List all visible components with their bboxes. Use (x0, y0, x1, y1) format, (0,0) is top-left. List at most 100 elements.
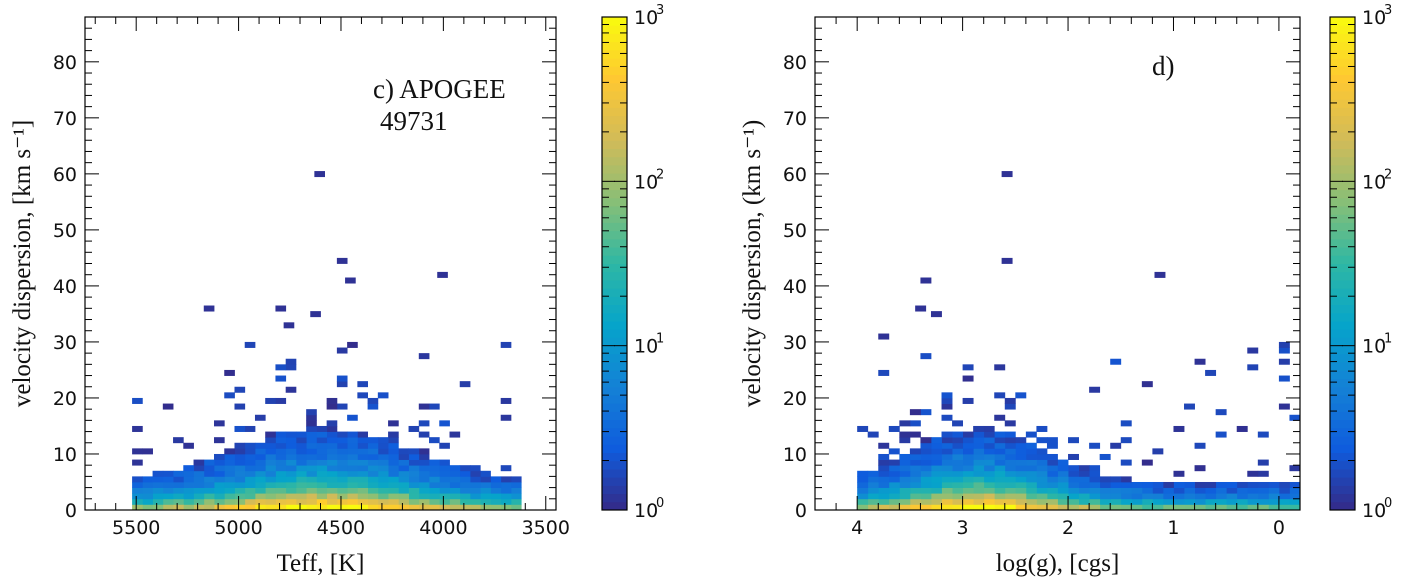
heatmap-cell (994, 364, 1006, 371)
heatmap-cell (336, 487, 348, 494)
heatmap-cell (408, 493, 420, 500)
heatmap-cell (306, 504, 317, 511)
heatmap-cell (1078, 465, 1090, 472)
heatmap-cell (941, 459, 953, 466)
heatmap-cell (952, 476, 964, 483)
heatmap-cell (480, 470, 491, 477)
heatmap-cell (1247, 481, 1259, 488)
heatmap-cell (429, 487, 440, 494)
heatmap-cell (1057, 476, 1069, 483)
heatmap-cell (962, 442, 974, 449)
heatmap-cell (285, 386, 297, 393)
heatmap-cell (357, 481, 368, 488)
heatmap-cell (1226, 481, 1238, 488)
heatmap-cell (265, 442, 276, 449)
heatmap-cell (132, 448, 143, 455)
heatmap-cell (418, 481, 430, 488)
heatmap-cell (1057, 470, 1069, 477)
heatmap-cell (316, 448, 328, 455)
outlier-cell (437, 271, 448, 278)
heatmap-cell (941, 498, 953, 505)
heatmap-cell (962, 397, 974, 404)
heatmap-cell (244, 453, 256, 460)
heatmap-cell (941, 493, 953, 500)
heatmap-cell (1046, 442, 1058, 449)
heatmap-cell (1184, 487, 1195, 494)
heatmap-cell (336, 470, 348, 477)
heatmap-cell (244, 504, 256, 511)
x-axis-label: Teff, [K] (276, 550, 364, 577)
heatmap-cell (1278, 504, 1290, 511)
heatmap-cell (316, 493, 328, 500)
colorbar-segment (602, 25, 627, 34)
heatmap-cell (941, 431, 953, 438)
heatmap-cell (994, 504, 1006, 511)
heatmap-cell (941, 392, 953, 399)
heatmap-cell (234, 425, 246, 432)
heatmap-cell (909, 493, 921, 500)
heatmap-cell (377, 470, 389, 477)
heatmap-cell (973, 431, 985, 438)
heatmap-cell (1141, 487, 1153, 494)
heatmap-cell (1089, 504, 1101, 511)
heatmap-cell (490, 487, 502, 494)
heatmap-cell (962, 493, 974, 500)
heatmap-cell (1194, 465, 1206, 472)
heatmap-cell (1194, 493, 1206, 500)
heatmap-cell (469, 476, 481, 483)
heatmap-cell (973, 425, 985, 432)
heatmap-cell (152, 481, 164, 488)
heatmap-cell (1215, 498, 1227, 505)
colorbar-segment (1330, 403, 1355, 412)
heatmap-cell (878, 453, 890, 460)
heatmap-cell (888, 465, 900, 472)
colorbar-segment (1330, 41, 1355, 51)
heatmap-cell (1247, 504, 1259, 511)
heatmap-cell (1120, 420, 1132, 427)
heatmap-cell (857, 476, 869, 483)
heatmap-cell (398, 504, 409, 511)
heatmap-cell (1036, 459, 1048, 466)
heatmap-cell (1099, 481, 1111, 488)
heatmap-cell (952, 431, 964, 438)
heatmap-cell (265, 487, 276, 494)
heatmap-cell (941, 453, 953, 460)
heatmap-cell (1068, 498, 1079, 505)
heatmap-cell (132, 493, 143, 500)
heatmap-cell (1141, 459, 1153, 466)
heatmap-cell (306, 414, 317, 421)
heatmap-cell (1162, 481, 1174, 488)
heatmap-cell (878, 369, 890, 376)
heatmap-cell (994, 498, 1006, 505)
heatmap-cell (1036, 437, 1048, 444)
heatmap-cell (254, 493, 266, 500)
heatmap-cell (857, 504, 869, 511)
heatmap-cell (1278, 481, 1290, 488)
heatmap-cell (203, 476, 215, 483)
heatmap-cell (1078, 470, 1090, 477)
heatmap-cell (418, 493, 430, 500)
x-tick-label: 3 (957, 517, 969, 539)
heatmap-cell (1015, 504, 1027, 511)
heatmap-cells (132, 171, 522, 511)
heatmap-cell (234, 448, 246, 455)
heatmap-cell (388, 437, 399, 444)
heatmap-cell (275, 375, 287, 382)
heatmap-cell (1184, 493, 1195, 500)
heatmap-cell (224, 476, 235, 483)
heatmap-cell (1268, 487, 1280, 494)
heatmap-cell (1057, 487, 1069, 494)
heatmap-cell (1236, 493, 1248, 500)
heatmap-cell (408, 504, 420, 511)
heatmap-cell (941, 504, 953, 511)
colorbar-tick-exponent: 2 (656, 167, 664, 182)
heatmap-cell (500, 414, 512, 421)
heatmap-cell (994, 392, 1006, 399)
heatmap-cell (152, 498, 164, 505)
heatmap-cell (306, 481, 317, 488)
heatmap-cell (1110, 476, 1122, 483)
heatmap-cell (275, 364, 287, 371)
colorbar-segment (1330, 427, 1355, 437)
colorbar-segment (1330, 386, 1355, 396)
heatmap-cell (418, 459, 430, 466)
